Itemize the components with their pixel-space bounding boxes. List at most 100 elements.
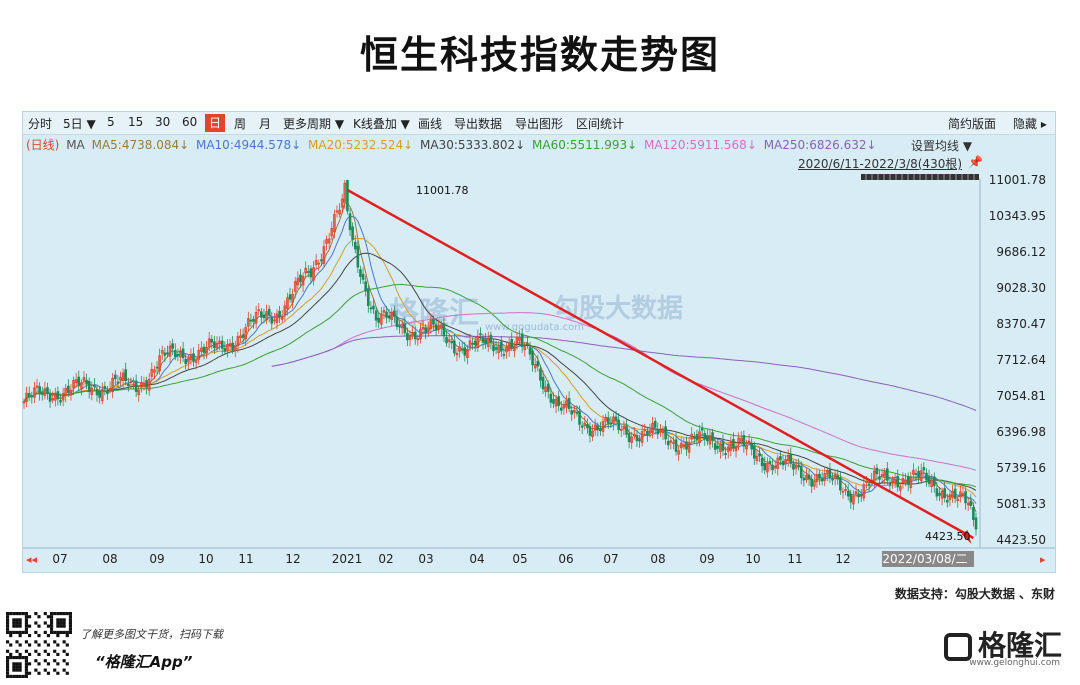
candle-body — [528, 347, 532, 355]
y-tick-label: 5081.33 — [996, 497, 1046, 511]
export-data-button[interactable]: 导出数据 — [454, 117, 503, 131]
candle-body — [588, 426, 592, 436]
candle-body — [299, 274, 302, 283]
export-chart-button[interactable]: 导出图形 — [515, 117, 564, 131]
tab-30min[interactable]: 30 — [155, 115, 171, 129]
candle-body — [353, 241, 357, 250]
tab-daily[interactable]: 日 — [205, 114, 226, 132]
candle-body — [805, 474, 808, 481]
scroll-left-icon[interactable]: ◂◂ — [26, 553, 38, 566]
kline-overlay-dropdown[interactable]: K线叠加 ▼ — [353, 117, 410, 131]
candle-body — [507, 342, 511, 352]
candle-body — [61, 393, 65, 401]
compact-scrollbar[interactable] — [861, 174, 979, 180]
candle-body — [416, 338, 420, 341]
ma-legend-item: (日线) — [26, 138, 60, 152]
candle-body — [241, 334, 245, 338]
candle-body — [549, 393, 553, 403]
tab-60min[interactable]: 60 — [182, 115, 198, 129]
date-cursor-bg — [882, 551, 974, 567]
candle-body — [453, 340, 456, 354]
candle-body — [852, 495, 855, 505]
candle-body — [434, 324, 438, 331]
candle-body — [160, 350, 164, 354]
candle-body — [586, 424, 589, 429]
candle-body — [693, 436, 696, 439]
y-tick-label: 6396.98 — [996, 425, 1046, 439]
candle-body — [554, 398, 558, 407]
candle-body — [828, 469, 832, 479]
ma-line-ma5 — [23, 202, 977, 513]
candle-body — [833, 474, 837, 479]
candle-body — [252, 318, 255, 322]
more-periods-dropdown[interactable]: 更多周期 ▼ — [283, 117, 345, 131]
candle-body — [403, 323, 407, 334]
simple-layout-button[interactable]: 简约版面 — [948, 117, 997, 131]
candle-body — [296, 277, 300, 286]
candle-body — [419, 328, 422, 340]
date-range-label: 2020/6/11-2022/3/8(430根) — [798, 157, 963, 171]
hide-button[interactable]: 隐藏 ▸ — [1013, 117, 1047, 131]
candle-body — [883, 471, 887, 479]
candle-body — [974, 517, 978, 530]
candle-body — [690, 433, 694, 440]
candle-body — [580, 425, 584, 428]
candle-body — [959, 491, 962, 498]
candle-body — [643, 429, 647, 432]
draw-line-button[interactable]: 画线 — [418, 117, 443, 131]
candle-body — [679, 442, 683, 449]
tab-monthly[interactable]: 月 — [259, 117, 272, 131]
candle-body — [612, 416, 615, 424]
candle-body — [799, 465, 803, 479]
candle-body — [108, 388, 112, 391]
candle-body — [479, 333, 482, 336]
candle-body — [666, 441, 670, 446]
candle-body — [593, 424, 597, 431]
candle-body — [810, 478, 813, 487]
candle-body — [476, 336, 480, 348]
tab-weekly[interactable]: 周 — [234, 117, 247, 131]
candle-body — [745, 444, 748, 450]
range-stats-button[interactable]: 区间统计 — [576, 117, 625, 131]
scroll-right-icon[interactable]: ▸ — [1040, 553, 1046, 566]
tab-5min[interactable]: 5 — [107, 115, 115, 129]
y-tick-label: 8370.47 — [996, 317, 1046, 331]
candle-body — [30, 395, 34, 398]
tab-intraday[interactable]: 分时 — [28, 117, 53, 131]
ma-legend-item: MA — [66, 138, 85, 152]
candle-body — [468, 340, 472, 348]
candle-body — [888, 482, 892, 486]
candle-body — [320, 259, 323, 262]
ma-legend-item: MA30:5333.802↓ — [420, 138, 526, 152]
candle-body — [750, 443, 754, 450]
candle-body — [226, 344, 229, 352]
pin-icon[interactable]: 📌 — [968, 155, 983, 169]
candle-body — [622, 425, 626, 430]
candle-body — [494, 347, 498, 350]
candle-body — [896, 475, 900, 488]
x-tick-label: 10 — [745, 552, 760, 566]
brand-g-icon — [943, 633, 972, 661]
candle-body — [930, 479, 933, 487]
candle-body — [106, 391, 109, 394]
tab-5day[interactable]: 5日 ▼ — [63, 117, 96, 131]
candle-body — [737, 437, 740, 445]
candle-body — [716, 445, 720, 449]
candle-body — [398, 325, 401, 328]
footer: 了解更多图文干货，扫码下载 “格隆汇App” 格隆汇 www.gelonghui… — [0, 606, 1080, 685]
candle-body — [356, 245, 360, 268]
tab-15min[interactable]: 15 — [128, 115, 144, 129]
ma-settings-button[interactable]: 设置均线 ▼ — [911, 139, 973, 153]
candle-body — [708, 435, 712, 445]
candle-body — [763, 463, 767, 471]
candle-body — [583, 422, 587, 427]
candle-body — [246, 318, 250, 327]
candle-body — [836, 475, 840, 480]
candle-body — [100, 389, 104, 401]
candle-body — [408, 334, 412, 340]
qr-code-icon[interactable] — [6, 612, 72, 678]
candle-body — [768, 461, 772, 464]
brand-logo: 格隆汇 — [943, 624, 1062, 664]
candle-body — [945, 499, 949, 503]
candle-body — [93, 384, 96, 387]
